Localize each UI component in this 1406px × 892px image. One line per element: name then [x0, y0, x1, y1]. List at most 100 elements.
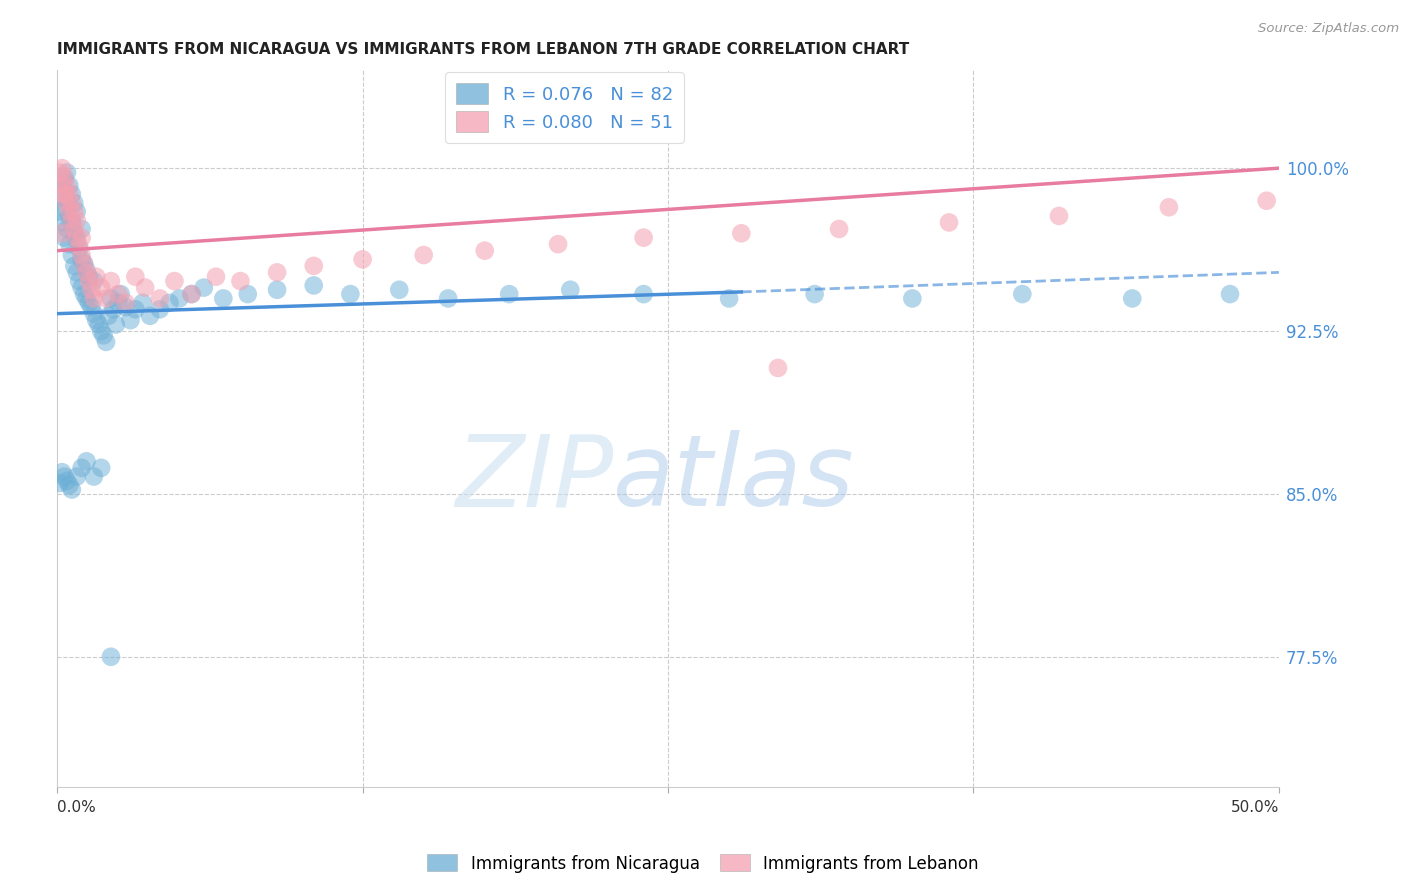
Point [180, 287, 202, 301]
Point [83, 292, 105, 306]
Point [60, 215, 83, 229]
Point [352, 252, 374, 267]
Point [80, 300, 103, 314]
Point [803, 287, 825, 301]
Point [76, 263, 98, 277]
Point [1157, 200, 1180, 214]
Text: 0.0%: 0.0% [58, 800, 96, 815]
Point [48, 204, 70, 219]
Point [48, 165, 70, 179]
Text: IMMIGRANTS FROM NICARAGUA VS IMMIGRANTS FROM LEBANON 7TH GRADE CORRELATION CHART: IMMIGRANTS FROM NICARAGUA VS IMMIGRANTS … [58, 42, 910, 57]
Point [107, 295, 129, 310]
Point [51, 227, 73, 241]
Point [94, 334, 117, 349]
Text: atlas: atlas [613, 431, 855, 527]
Point [63, 227, 86, 241]
Point [212, 292, 235, 306]
Point [66, 265, 89, 279]
Point [149, 302, 172, 317]
Point [60, 248, 83, 262]
Point [560, 283, 582, 297]
Point [70, 222, 93, 236]
Point [60, 483, 83, 497]
Point [67, 242, 90, 256]
Point [56, 195, 79, 210]
Point [53, 187, 76, 202]
Point [63, 195, 86, 210]
Point [83, 307, 105, 321]
Point [51, 183, 73, 197]
Point [633, 287, 655, 301]
Point [51, 215, 73, 229]
Point [73, 287, 96, 301]
Point [1047, 209, 1070, 223]
Point [77, 269, 100, 284]
Point [94, 292, 117, 306]
Point [229, 274, 252, 288]
Point [48, 476, 70, 491]
Point [58, 187, 80, 202]
Point [97, 309, 120, 323]
Point [104, 318, 127, 332]
Point [53, 469, 76, 483]
Point [60, 195, 83, 210]
Point [124, 269, 146, 284]
Point [302, 278, 325, 293]
Point [70, 230, 93, 244]
Point [114, 300, 136, 314]
Point [100, 649, 122, 664]
Point [67, 274, 90, 288]
Point [90, 460, 112, 475]
Point [63, 204, 86, 219]
Point [302, 259, 325, 273]
Point [1011, 287, 1033, 301]
Point [90, 324, 112, 338]
Point [193, 280, 215, 294]
Point [633, 230, 655, 244]
Point [56, 165, 79, 179]
Point [73, 257, 96, 271]
Point [51, 161, 73, 176]
Point [66, 469, 89, 483]
Point [114, 295, 136, 310]
Point [53, 169, 76, 184]
Point [474, 244, 496, 258]
Legend: Immigrants from Nicaragua, Immigrants from Lebanon: Immigrants from Nicaragua, Immigrants fr… [420, 847, 986, 880]
Point [66, 233, 89, 247]
Point [388, 283, 411, 297]
Point [77, 274, 100, 288]
Point [76, 292, 98, 306]
Point [149, 292, 172, 306]
Point [547, 237, 569, 252]
Point [766, 360, 789, 375]
Point [58, 204, 80, 219]
Point [58, 237, 80, 252]
Point [63, 259, 86, 273]
Point [131, 295, 153, 310]
Point [56, 178, 79, 193]
Point [63, 222, 86, 236]
Point [70, 248, 93, 262]
Point [180, 287, 202, 301]
Point [53, 172, 76, 186]
Point [1219, 287, 1241, 301]
Point [76, 454, 98, 468]
Point [828, 222, 851, 236]
Point [124, 302, 146, 317]
Point [83, 274, 105, 288]
Point [84, 313, 107, 327]
Point [730, 227, 752, 241]
Point [56, 194, 79, 208]
Point [159, 295, 181, 310]
Point [437, 292, 460, 306]
Point [66, 204, 89, 219]
Point [100, 292, 122, 306]
Point [1121, 292, 1143, 306]
Point [80, 283, 103, 297]
Point [107, 287, 129, 301]
Point [58, 209, 80, 223]
Point [169, 292, 191, 306]
Point [938, 215, 960, 229]
Point [70, 252, 93, 267]
Point [120, 313, 142, 327]
